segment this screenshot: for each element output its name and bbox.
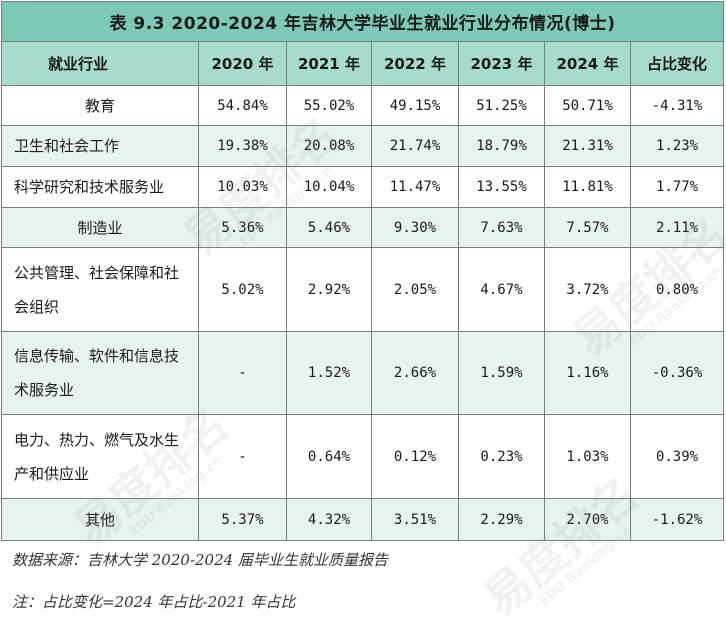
value-cell: 55.02% bbox=[286, 85, 372, 126]
change-cell: -0.36% bbox=[629, 331, 725, 415]
value-cell: 11.47% bbox=[371, 166, 459, 208]
value-cell: 5.36% bbox=[198, 207, 287, 248]
value-cell: 11.81% bbox=[544, 166, 631, 208]
value-cell: 20.08% bbox=[286, 125, 372, 167]
value-cell: 2.29% bbox=[458, 498, 545, 541]
value-cell: 49.15% bbox=[371, 85, 459, 126]
value-cell: - bbox=[198, 331, 287, 415]
value-cell: 0.23% bbox=[458, 414, 545, 499]
value-cell: 19.38% bbox=[198, 125, 287, 167]
value-cell: 1.59% bbox=[458, 331, 545, 415]
value-cell: 2.92% bbox=[286, 247, 372, 332]
industry-cell: 制造业 bbox=[1, 207, 199, 248]
table-row: 科学研究和技术服务业 10.03% 10.04% 11.47% 13.55% 1… bbox=[1, 166, 725, 208]
change-cell: 2.11% bbox=[629, 207, 725, 248]
value-cell: 2.05% bbox=[371, 247, 459, 332]
value-cell: 2.66% bbox=[371, 331, 459, 415]
value-cell: 7.57% bbox=[544, 207, 631, 248]
table-row: 电力、热力、燃气及水生产和供应业 - 0.64% 0.12% 0.23% 1.0… bbox=[1, 414, 725, 499]
industry-distribution-table: 表 9.3 2020-2024 年吉林大学毕业生就业行业分布情况(博士) 就业行… bbox=[0, 1, 725, 541]
value-cell: 21.31% bbox=[544, 125, 631, 167]
change-cell: 0.39% bbox=[629, 414, 725, 499]
table-row: 教育 54.84% 55.02% 49.15% 51.25% 50.71% -4… bbox=[1, 85, 725, 126]
column-header: 占比变化 bbox=[629, 41, 725, 86]
value-cell: 54.84% bbox=[198, 85, 287, 126]
change-cell: 1.23% bbox=[629, 125, 725, 167]
value-cell: 5.46% bbox=[286, 207, 372, 248]
table-title: 表 9.3 2020-2024 年吉林大学毕业生就业行业分布情况(博士) bbox=[0, 1, 725, 42]
value-cell: 1.52% bbox=[286, 331, 372, 415]
column-header: 2021 年 bbox=[286, 41, 372, 86]
value-cell: 51.25% bbox=[458, 85, 545, 126]
industry-cell: 教育 bbox=[1, 85, 199, 126]
value-cell: 4.67% bbox=[458, 247, 545, 332]
value-cell: 3.51% bbox=[371, 498, 459, 541]
value-cell: 5.37% bbox=[198, 498, 287, 541]
value-cell: 10.04% bbox=[286, 166, 372, 208]
header-row: 就业行业 2020 年 2021 年 2022 年 2023 年 2024 年 … bbox=[1, 41, 725, 86]
notes-section: 数据来源：吉林大学 2020-2024 届毕业生就业质量报告 注：占比变化=20… bbox=[0, 539, 726, 623]
table-container: 表 9.3 2020-2024 年吉林大学毕业生就业行业分布情况(博士) 就业行… bbox=[0, 1, 725, 541]
industry-cell: 其他 bbox=[1, 498, 199, 541]
value-cell: 4.32% bbox=[286, 498, 372, 541]
value-cell: 1.16% bbox=[544, 331, 631, 415]
column-header: 2020 年 bbox=[198, 41, 287, 86]
value-cell: 0.12% bbox=[371, 414, 459, 499]
value-cell: 21.74% bbox=[371, 125, 459, 167]
industry-cell: 科学研究和技术服务业 bbox=[1, 166, 199, 208]
value-cell: 2.70% bbox=[544, 498, 631, 541]
change-cell: 0.80% bbox=[629, 247, 725, 332]
value-cell: 1.03% bbox=[544, 414, 631, 499]
calculation-note: 注：占比变化=2024 年占比-2021 年占比 bbox=[12, 593, 296, 611]
data-source-note: 数据来源：吉林大学 2020-2024 届毕业生就业质量报告 bbox=[12, 551, 388, 569]
table-row: 信息传输、软件和信息技术服务业 - 1.52% 2.66% 1.59% 1.16… bbox=[1, 331, 725, 415]
value-cell: 13.55% bbox=[458, 166, 545, 208]
industry-cell: 公共管理、社会保障和社会组织 bbox=[1, 247, 199, 332]
column-header: 就业行业 bbox=[1, 41, 199, 86]
value-cell: 3.72% bbox=[544, 247, 631, 332]
value-cell: - bbox=[198, 414, 287, 499]
industry-cell: 卫生和社会工作 bbox=[1, 125, 199, 167]
industry-cell: 电力、热力、燃气及水生产和供应业 bbox=[1, 414, 199, 499]
column-header: 2023 年 bbox=[458, 41, 545, 86]
value-cell: 5.02% bbox=[198, 247, 287, 332]
change-cell: -1.62% bbox=[629, 498, 725, 541]
industry-cell: 信息传输、软件和信息技术服务业 bbox=[1, 331, 199, 415]
value-cell: 10.03% bbox=[198, 166, 287, 208]
value-cell: 0.64% bbox=[286, 414, 372, 499]
change-cell: -4.31% bbox=[629, 85, 725, 126]
change-cell: 1.77% bbox=[629, 166, 725, 208]
table-row: 公共管理、社会保障和社会组织 5.02% 2.92% 2.05% 4.67% 3… bbox=[1, 247, 725, 332]
value-cell: 50.71% bbox=[544, 85, 631, 126]
value-cell: 9.30% bbox=[371, 207, 459, 248]
value-cell: 18.79% bbox=[458, 125, 545, 167]
column-header: 2024 年 bbox=[544, 41, 631, 86]
table-row: 卫生和社会工作 19.38% 20.08% 21.74% 18.79% 21.3… bbox=[1, 125, 725, 167]
column-header: 2022 年 bbox=[371, 41, 459, 86]
table-row: 其他 5.37% 4.32% 3.51% 2.29% 2.70% -1.62% bbox=[1, 498, 725, 541]
value-cell: 7.63% bbox=[458, 207, 545, 248]
table-row: 制造业 5.36% 5.46% 9.30% 7.63% 7.57% 2.11% bbox=[1, 207, 725, 248]
